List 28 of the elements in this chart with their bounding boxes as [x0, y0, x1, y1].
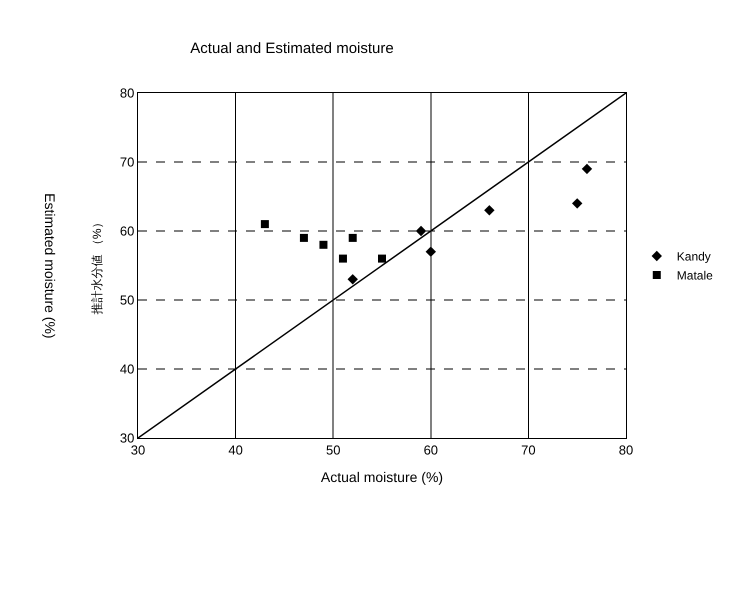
point — [572, 198, 582, 209]
point — [582, 164, 592, 174]
y-axis-title: 推計水分値 （%） — [90, 216, 104, 315]
point — [260, 220, 269, 228]
point — [300, 234, 308, 242]
y-tick-label: 60 — [120, 224, 134, 239]
legend-label: Matale — [676, 268, 714, 283]
point — [348, 274, 358, 284]
point — [378, 254, 386, 263]
y-tick-label: 50 — [120, 292, 134, 308]
y-tick-label: 80 — [120, 86, 134, 101]
chart-title: Actual and Estimated moisture — [190, 40, 394, 57]
legend-label: Kandy — [676, 250, 711, 264]
point — [484, 205, 495, 216]
point — [319, 240, 328, 249]
x-tick-label: 70 — [521, 442, 536, 458]
point — [426, 246, 436, 257]
x-tick-label: 50 — [326, 442, 340, 458]
x-axis-title: Actual moisture (%) — [320, 468, 444, 485]
text: Estimated moisture (%) — [42, 193, 58, 339]
x-tick-label: 40 — [228, 442, 243, 458]
x-tick-label: 80 — [618, 442, 634, 458]
x-tick-label: 60 — [424, 442, 438, 458]
y-tick-label: 70 — [120, 154, 134, 170]
point — [348, 234, 357, 242]
point — [338, 254, 347, 263]
y-tick-label: 40 — [120, 362, 134, 377]
point — [416, 226, 426, 236]
